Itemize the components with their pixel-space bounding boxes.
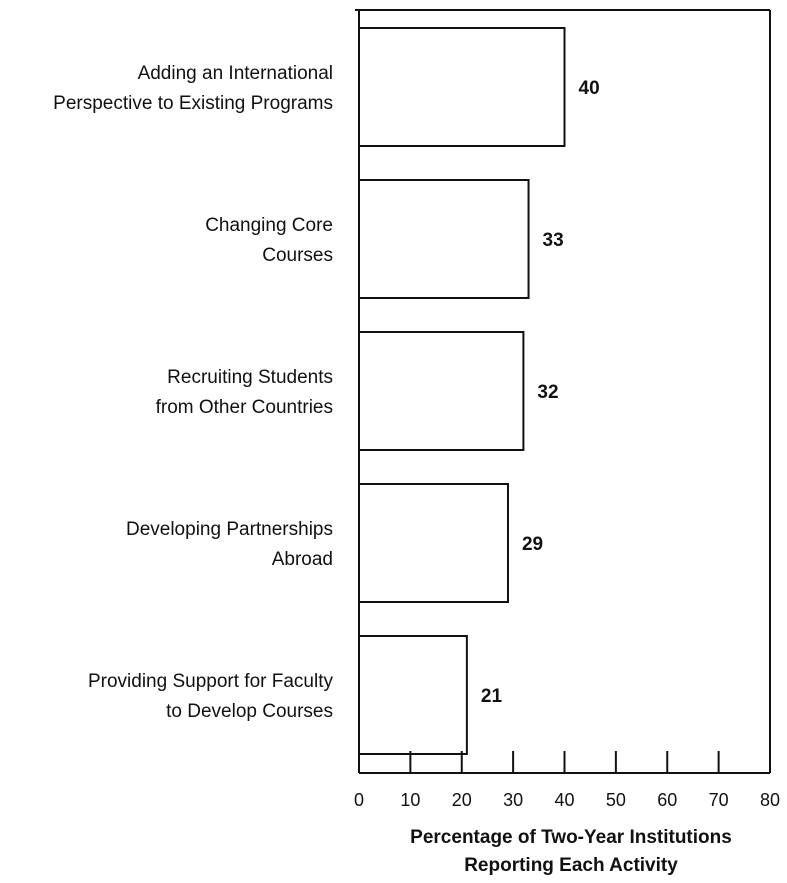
x-tick-label-30: 30 [503, 790, 523, 810]
category-label-2: Changing Core Courses [205, 215, 333, 266]
category-label-4: Developing Partnerships Abroad [126, 519, 333, 570]
bars-group [358, 27, 566, 755]
value-label-1: 40 [579, 78, 600, 99]
x-tick-label-70: 70 [709, 790, 729, 810]
bar-3 [358, 331, 525, 451]
category-label-1: Adding an International Perspective to Ex… [53, 63, 333, 114]
x-axis-title-text: Percentage of Two-Year Institutions Repor… [410, 827, 732, 876]
category-label-5: Providing Support for Faculty to Develop … [88, 671, 334, 722]
bar-2 [358, 179, 530, 299]
x-tick-label-50: 50 [606, 790, 626, 810]
value-label-5: 21 [481, 686, 503, 707]
x-tick-label-20: 20 [452, 790, 472, 810]
value-labels: 40 33 32 29 21 [481, 78, 600, 707]
bar-1 [358, 27, 566, 147]
value-label-3: 32 [537, 382, 558, 403]
x-axis: 0 10 20 30 40 50 60 70 80 [354, 751, 780, 810]
value-label-2: 33 [543, 230, 564, 251]
category-label-3: Recruiting Students from Other Countries [156, 367, 333, 418]
x-axis-title: Percentage of Two-Year Institutions Repor… [410, 827, 732, 876]
bar-5 [358, 635, 468, 755]
x-tick-label-0: 0 [354, 790, 364, 810]
x-tick-label-60: 60 [657, 790, 677, 810]
value-label-4: 29 [522, 534, 543, 555]
x-tick-label-10: 10 [400, 790, 420, 810]
category-labels: Adding an International Perspective to Ex… [53, 63, 333, 722]
bar-4 [358, 483, 509, 603]
x-tick-label-80: 80 [760, 790, 780, 810]
x-tick-label-40: 40 [554, 790, 574, 810]
